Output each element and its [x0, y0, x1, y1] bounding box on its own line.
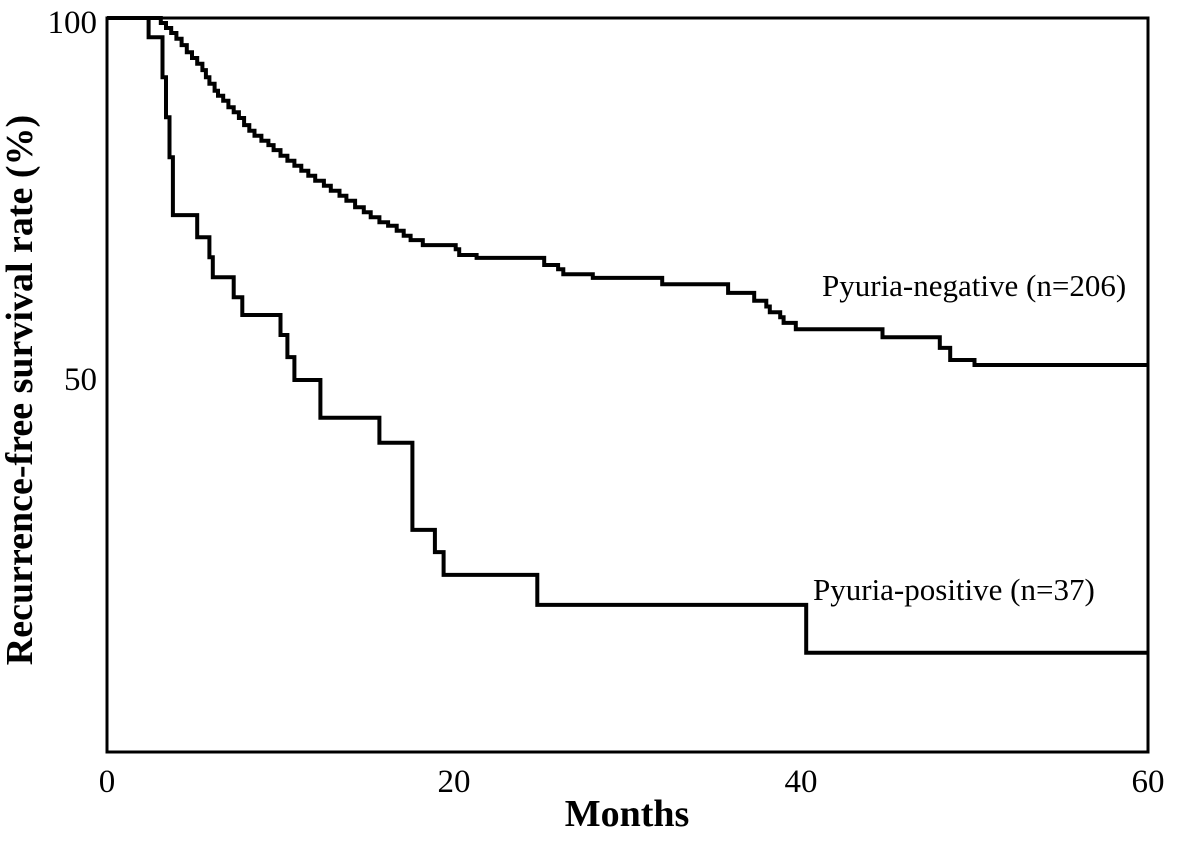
y-tick-label: 100 — [48, 5, 98, 41]
survival-curve-negative — [107, 16, 1148, 367]
y-axis-title: Recurrence-free survival rate (%) — [0, 115, 41, 665]
series-label-positive: Pyuria-positive (n=37) — [813, 572, 1095, 607]
x-axis-title: Months — [565, 793, 690, 835]
x-tick-label: 20 — [438, 764, 471, 800]
x-tick-label: 40 — [785, 764, 818, 800]
series-label-negative: Pyuria-negative (n=206) — [822, 268, 1126, 303]
survival-curve-positive — [107, 16, 1148, 655]
y-tick-label: 50 — [64, 362, 97, 398]
x-tick-label: 60 — [1132, 764, 1165, 800]
x-tick-label: 0 — [99, 764, 116, 800]
plot-frame — [105, 16, 1150, 754]
